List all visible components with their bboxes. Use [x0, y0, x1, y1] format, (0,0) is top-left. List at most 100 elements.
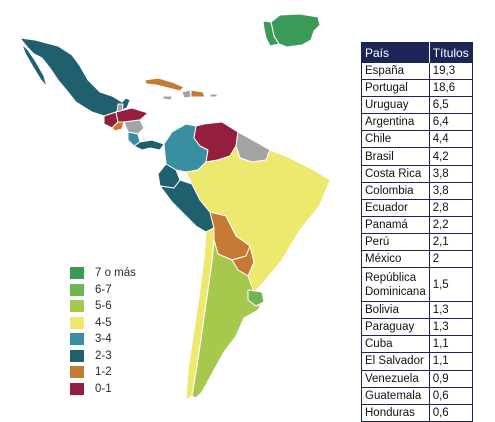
- table-row: El Salvador 1,1: [361, 352, 473, 371]
- table-row: Costa Rica 3,8: [361, 165, 473, 183]
- legend-swatch: [70, 349, 84, 362]
- legend-label: 4-5: [95, 316, 112, 329]
- country-cell: Brasil: [361, 147, 430, 166]
- value-cell: 0,9: [428, 370, 473, 388]
- titles-table: País Títulos España 19,3 Portugal 18,6 Urugu…: [361, 42, 473, 422]
- country-cell: Honduras: [361, 404, 430, 422]
- legend-label: 6-7: [95, 283, 112, 296]
- legend-swatch: [70, 300, 84, 313]
- table-row: Paraguay 1,3: [361, 318, 473, 337]
- legend-item: 3-4: [70, 331, 136, 348]
- legend-swatch: [70, 366, 84, 379]
- region-portugal: [262, 20, 280, 47]
- value-cell: 18,6: [428, 79, 473, 98]
- table-row: Venezuela 0,9: [361, 370, 473, 388]
- country-cell: Ecuador: [361, 199, 430, 217]
- country-cell: Perú: [361, 233, 430, 252]
- legend-item: 6-7: [70, 282, 136, 299]
- value-cell: 2: [428, 250, 473, 269]
- country-cell: Portugal: [361, 79, 430, 98]
- region-argentina: [191, 239, 263, 399]
- legend-swatch: [70, 267, 84, 280]
- value-cell: 1,1: [428, 335, 473, 354]
- value-cell: 0,6: [428, 387, 473, 405]
- value-cell: 4,2: [428, 147, 473, 166]
- region-mexico: [19, 37, 131, 117]
- region-guianas: [235, 131, 271, 163]
- table-row: Honduras 0,6: [361, 404, 473, 422]
- legend-item: 2-3: [70, 348, 136, 365]
- region-haiti: [181, 89, 192, 99]
- table-row: Colombia 3,8: [361, 182, 473, 200]
- region-panama: [133, 139, 165, 151]
- value-cell: 0,6: [428, 404, 473, 422]
- country-cell: México: [361, 250, 430, 269]
- map-legend: 7 o más 6-7 5-6 4-5 3-4 2-3 1-2 0-1: [70, 265, 136, 397]
- table-row: Ecuador 2,8: [361, 199, 473, 217]
- legend-label: 3-4: [95, 333, 112, 346]
- value-cell: 6,4: [428, 113, 473, 132]
- header-country: País: [361, 42, 430, 63]
- value-cell: 19,3: [428, 63, 473, 81]
- table-row: Panamá 2,2: [361, 216, 473, 234]
- legend-item: 4-5: [70, 315, 136, 332]
- value-cell: 1,3: [428, 318, 473, 337]
- legend-swatch: [70, 382, 84, 395]
- table-row: México 2: [361, 250, 473, 269]
- region-nicaragua: [123, 119, 145, 135]
- value-cell: 4,4: [428, 130, 473, 149]
- country-cell: Cuba: [361, 335, 430, 354]
- table-header-row: País Títulos: [361, 42, 473, 63]
- table-body: España 19,3 Portugal 18,6 Uruguay 6,5 Argentin…: [361, 63, 473, 422]
- value-cell: 2,8: [428, 199, 473, 217]
- value-cell: 2,2: [428, 216, 473, 234]
- table-row: Portugal 18,6: [361, 79, 473, 98]
- legend-label: 1-2: [95, 366, 112, 379]
- country-cell: Chile: [361, 130, 430, 149]
- legend-item: 1-2: [70, 364, 136, 381]
- table-row: Cuba 1,1: [361, 335, 473, 354]
- table-row: Brasil 4,2: [361, 147, 473, 166]
- table-row: Uruguay 6,5: [361, 96, 473, 115]
- country-cell: Uruguay: [361, 96, 430, 115]
- country-cell: Panamá: [361, 216, 430, 234]
- legend-item: 7 o más: [70, 265, 136, 282]
- header-value: Títulos: [428, 42, 473, 63]
- country-cell: Guatemala: [361, 387, 430, 405]
- region-cuba: [144, 77, 185, 92]
- country-cell: El Salvador: [361, 352, 430, 371]
- region-baja-california: [21, 43, 48, 88]
- legend-label: 7 o más: [95, 267, 136, 280]
- country-cell: Bolivia: [361, 301, 430, 320]
- table-row: Argentina 6,4: [361, 113, 473, 132]
- table-row: República Dominicana 1,5: [361, 267, 473, 303]
- table-row: Bolivia 1,3: [361, 301, 473, 320]
- legend-item: 5-6: [70, 298, 136, 315]
- value-cell: 6,5: [428, 96, 473, 115]
- country-cell: Venezuela: [361, 370, 430, 388]
- table-row: España 19,3: [361, 63, 473, 81]
- region-puerto-rico: [209, 93, 218, 98]
- region-uruguay: [247, 289, 265, 307]
- region-dominican-republic: [190, 89, 206, 98]
- value-cell: 1,5: [428, 267, 473, 303]
- value-cell: 1,1: [428, 352, 473, 371]
- region-el-salvador: [111, 121, 125, 132]
- country-cell: Costa Rica: [361, 165, 430, 183]
- table-row: Guatemala 0,6: [361, 387, 473, 405]
- region-jamaica: [162, 95, 173, 101]
- table-row: Perú 2,1: [361, 233, 473, 252]
- table-row: Chile 4,4: [361, 130, 473, 149]
- value-cell: 3,8: [428, 182, 473, 200]
- legend-swatch: [70, 333, 84, 346]
- value-cell: 1,3: [428, 301, 473, 320]
- legend-swatch: [70, 316, 84, 329]
- value-cell: 3,8: [428, 165, 473, 183]
- country-cell: Paraguay: [361, 318, 430, 337]
- country-cell: Argentina: [361, 113, 430, 132]
- country-cell: España: [361, 63, 430, 81]
- legend-label: 5-6: [95, 300, 112, 313]
- legend-label: 0-1: [95, 382, 112, 395]
- legend-label: 2-3: [95, 349, 112, 362]
